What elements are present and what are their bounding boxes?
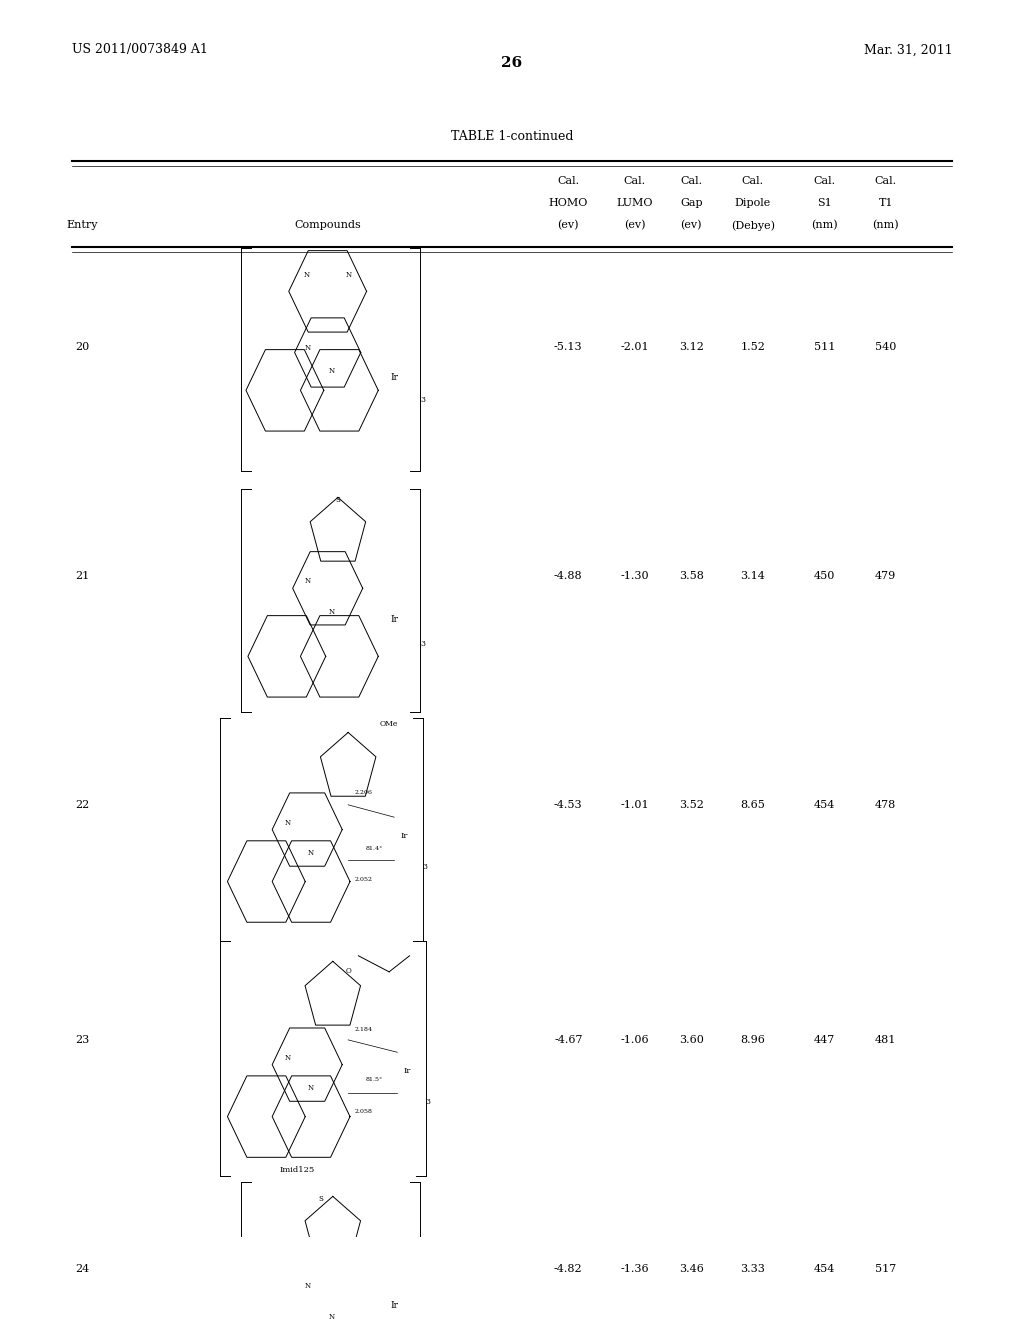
Text: N: N xyxy=(305,343,311,352)
Text: 511: 511 xyxy=(814,342,835,352)
Text: Cal.: Cal. xyxy=(874,176,897,186)
Text: (nm): (nm) xyxy=(811,220,838,231)
Text: 24: 24 xyxy=(75,1263,89,1274)
Text: OMe: OMe xyxy=(380,721,398,729)
Text: 3.12: 3.12 xyxy=(679,342,703,352)
Text: 3: 3 xyxy=(421,640,425,648)
Text: 3.52: 3.52 xyxy=(679,800,703,809)
Text: 447: 447 xyxy=(814,1035,835,1045)
Text: -2.01: -2.01 xyxy=(621,342,649,352)
Text: -1.30: -1.30 xyxy=(621,572,649,581)
Text: 3: 3 xyxy=(421,396,425,404)
Text: 1.52: 1.52 xyxy=(740,342,765,352)
Text: Ir: Ir xyxy=(390,374,398,383)
Text: Entry: Entry xyxy=(67,220,97,230)
Text: -4.82: -4.82 xyxy=(554,1263,583,1274)
Text: 20: 20 xyxy=(75,342,89,352)
Text: 3.14: 3.14 xyxy=(740,572,765,581)
Text: 8.96: 8.96 xyxy=(740,1035,765,1045)
Text: Cal.: Cal. xyxy=(624,176,646,186)
Text: Ir: Ir xyxy=(390,1302,398,1311)
Text: 21: 21 xyxy=(75,572,89,581)
Text: 481: 481 xyxy=(876,1035,896,1045)
Text: -5.13: -5.13 xyxy=(554,342,583,352)
Text: 3.60: 3.60 xyxy=(679,1035,703,1045)
Text: S: S xyxy=(336,496,340,504)
Text: Compounds: Compounds xyxy=(294,220,361,230)
Text: HOMO: HOMO xyxy=(549,198,588,209)
Text: 3.46: 3.46 xyxy=(679,1263,703,1274)
Text: T1: T1 xyxy=(879,198,893,209)
Text: Cal.: Cal. xyxy=(813,176,836,186)
Text: 2.184: 2.184 xyxy=(354,1027,373,1032)
Text: LUMO: LUMO xyxy=(616,198,653,209)
Text: 8.65: 8.65 xyxy=(740,800,765,809)
Text: 22: 22 xyxy=(75,800,89,809)
Text: Ir: Ir xyxy=(400,832,409,840)
Text: TABLE 1-continued: TABLE 1-continued xyxy=(451,129,573,143)
Text: N: N xyxy=(346,271,352,279)
Text: -1.36: -1.36 xyxy=(621,1263,649,1274)
Text: 81.5°: 81.5° xyxy=(366,1077,382,1082)
Text: N: N xyxy=(329,1313,335,1320)
Text: 478: 478 xyxy=(876,800,896,809)
Text: 454: 454 xyxy=(814,800,835,809)
Text: 23: 23 xyxy=(75,1035,89,1045)
Text: (nm): (nm) xyxy=(872,220,899,231)
Text: Ir: Ir xyxy=(390,615,398,624)
Text: -1.06: -1.06 xyxy=(621,1035,649,1045)
Text: Cal.: Cal. xyxy=(557,176,580,186)
Text: 450: 450 xyxy=(814,572,835,581)
Text: Imid125: Imid125 xyxy=(280,1167,314,1175)
Text: Cal.: Cal. xyxy=(741,176,764,186)
Text: S: S xyxy=(318,1195,324,1203)
Text: (ev): (ev) xyxy=(681,220,701,231)
Text: Cal.: Cal. xyxy=(680,176,702,186)
Text: 81.4°: 81.4° xyxy=(366,846,382,850)
Text: 3: 3 xyxy=(423,863,427,871)
Text: N: N xyxy=(305,1283,311,1291)
Text: (Debye): (Debye) xyxy=(731,220,774,231)
Text: N: N xyxy=(285,1053,291,1061)
Text: 2.058: 2.058 xyxy=(354,1109,373,1114)
Text: -4.67: -4.67 xyxy=(554,1035,583,1045)
Text: N: N xyxy=(329,607,335,616)
Text: 540: 540 xyxy=(876,342,896,352)
Text: 2.206: 2.206 xyxy=(354,789,373,795)
Text: (ev): (ev) xyxy=(558,220,579,231)
Text: Mar. 31, 2011: Mar. 31, 2011 xyxy=(863,44,952,57)
Text: 2.052: 2.052 xyxy=(354,876,373,882)
Text: 454: 454 xyxy=(814,1263,835,1274)
Text: N: N xyxy=(303,271,309,279)
Text: -4.53: -4.53 xyxy=(554,800,583,809)
Text: -1.01: -1.01 xyxy=(621,800,649,809)
Text: -4.88: -4.88 xyxy=(554,572,583,581)
Text: Dipole: Dipole xyxy=(734,198,771,209)
Text: N: N xyxy=(285,818,291,826)
Text: 517: 517 xyxy=(876,1263,896,1274)
Text: Ir: Ir xyxy=(403,1067,412,1074)
Text: 3.33: 3.33 xyxy=(740,1263,765,1274)
Text: 26: 26 xyxy=(502,55,522,70)
Text: 3.58: 3.58 xyxy=(679,572,703,581)
Text: N: N xyxy=(329,367,335,375)
Text: 3: 3 xyxy=(426,1098,430,1106)
Text: N: N xyxy=(308,849,314,857)
Text: (ev): (ev) xyxy=(625,220,645,231)
Text: Gap: Gap xyxy=(680,198,702,209)
Text: S1: S1 xyxy=(817,198,831,209)
Text: 479: 479 xyxy=(876,572,896,581)
Text: N: N xyxy=(305,577,311,585)
Text: N: N xyxy=(308,1084,314,1092)
Text: US 2011/0073849 A1: US 2011/0073849 A1 xyxy=(72,44,208,57)
Text: O: O xyxy=(345,966,351,974)
